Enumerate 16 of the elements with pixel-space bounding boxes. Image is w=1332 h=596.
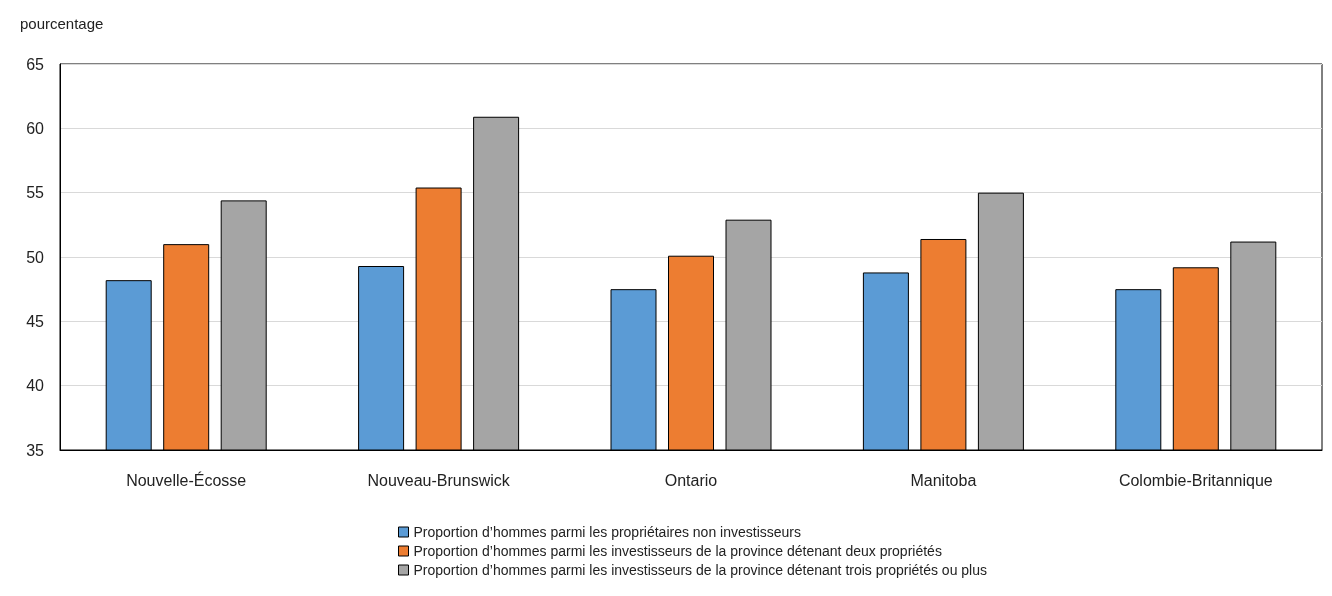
y-tick-label: 55 (26, 184, 45, 202)
y-tick-label: 50 (26, 248, 45, 266)
x-tick-label: Colombie-Britannique (1118, 471, 1273, 489)
y-tick-label: 60 (26, 119, 45, 137)
y-axis-title: pourcentage (20, 15, 104, 32)
legend-label: Proportion d’hommes parmi les investisseurs de la province détenant trois propriétés ou plus (413, 562, 988, 578)
x-tick-label: Nouvelle-Écosse (126, 470, 247, 489)
x-tick-label: Ontario (664, 471, 718, 489)
y-tick-label: 65 (26, 55, 45, 73)
x-tick-label: Manitoba (910, 471, 977, 489)
legend-label: Proportion d’hommes parmi les propriétaires non investisseurs (413, 524, 802, 540)
y-tick-label: 35 (26, 441, 45, 459)
x-tick-label: Nouveau-Brunswick (367, 471, 511, 489)
y-tick-label: 40 (26, 377, 45, 395)
y-tick-label: 45 (26, 312, 45, 330)
legend-label: Proportion d’hommes parmi les investisseurs de la province détenant deux propriétés (413, 543, 942, 559)
